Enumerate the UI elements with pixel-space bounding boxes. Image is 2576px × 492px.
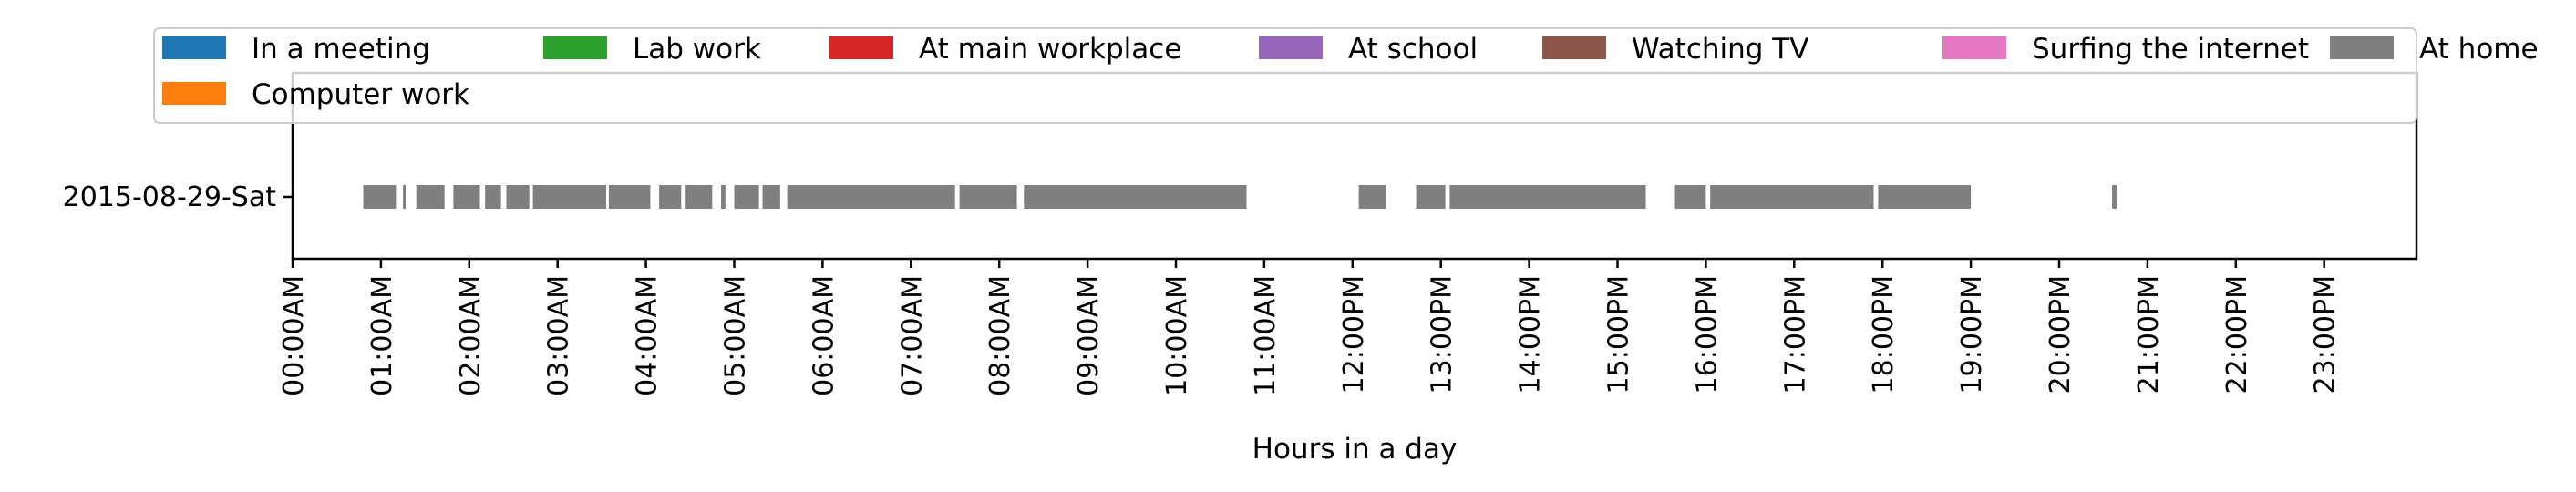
activity-segment	[453, 185, 480, 209]
x-tick-label: 23:00PM	[2310, 275, 2342, 394]
activity-segment	[1449, 185, 1646, 209]
activity-segment	[1878, 185, 1972, 209]
legend-swatch	[1542, 36, 1606, 59]
x-tick-label: 17:00PM	[1779, 275, 1811, 394]
legend-label: Computer work	[252, 78, 469, 111]
legend-swatch	[162, 82, 226, 105]
activity-segment	[403, 185, 406, 209]
legend-label: In a meeting	[252, 33, 430, 66]
legend-label: Lab work	[633, 33, 761, 66]
legend-label: Watching TV	[1632, 33, 1808, 66]
activity-segment	[485, 185, 501, 209]
legend-label: At home	[2419, 33, 2539, 66]
legend-swatch	[1259, 36, 1323, 59]
x-tick-label: 14:00PM	[1515, 275, 1547, 394]
legend-label: Surfing the internet	[2032, 33, 2309, 66]
activity-segment	[685, 185, 713, 209]
activity-segment	[608, 185, 651, 209]
activity-segments	[363, 185, 2117, 209]
x-tick-label: 19:00PM	[1956, 275, 1988, 394]
x-tick-label: 20:00PM	[2045, 275, 2076, 394]
legend-frame	[153, 27, 2417, 124]
activity-segment	[1416, 185, 1446, 209]
activity-segment	[416, 185, 445, 209]
x-tick-label: 03:00AM	[543, 275, 575, 396]
x-tick-label: 15:00PM	[1603, 275, 1635, 394]
activity-segment	[762, 185, 780, 209]
x-tick-label: 21:00PM	[2133, 275, 2165, 394]
activity-segment	[2112, 185, 2117, 209]
y-axis: 2015-08-29-Sat	[63, 181, 293, 213]
x-tick-label: 10:00AM	[1161, 275, 1193, 396]
x-axis: 00:00AM 01:00AM 02:00AM 03:00AM 04:00AM 05:00…	[278, 259, 2342, 396]
x-tick-label: 05:00AM	[720, 275, 752, 396]
x-tick-label: 16:00PM	[1691, 275, 1723, 394]
legend-swatch	[2330, 36, 2394, 59]
x-tick-label: 06:00AM	[808, 275, 840, 396]
activity-segment	[506, 185, 530, 209]
activity-segment	[721, 185, 726, 209]
x-tick-label: 13:00PM	[1427, 275, 1458, 394]
activity-segment	[659, 185, 682, 209]
legend-swatch	[1942, 36, 2006, 59]
x-tick-label: 04:00AM	[632, 275, 664, 396]
legend: In a meeting Lab work At main workplace At …	[153, 27, 2539, 124]
activity-segment	[1710, 185, 1874, 209]
activity-segment	[734, 185, 759, 209]
activity-segment	[363, 185, 397, 209]
legend-items: In a meeting Lab work At main workplace At …	[162, 33, 2539, 111]
x-tick-label: 00:00AM	[278, 275, 310, 396]
activity-segment	[1674, 185, 1706, 209]
plot-area	[291, 71, 2418, 261]
x-tick-label: 07:00AM	[896, 275, 928, 396]
legend-label: At main workplace	[919, 33, 1181, 66]
x-tick-label: 01:00AM	[366, 275, 398, 396]
activity-segment	[1358, 185, 1386, 209]
legend-swatch	[829, 36, 893, 59]
x-tick-label: 11:00AM	[1250, 275, 1282, 396]
legend-swatch	[543, 36, 607, 59]
x-tick-label: 18:00PM	[1868, 275, 1900, 394]
x-tick-label: 09:00AM	[1073, 275, 1105, 396]
x-tick-label: 12:00PM	[1338, 275, 1370, 394]
legend-swatch	[162, 36, 226, 59]
activity-segment	[959, 185, 1017, 209]
x-tick-label: 22:00PM	[2221, 275, 2253, 394]
y-tick-label: 2015-08-29-Sat	[63, 181, 277, 213]
x-tick-label: 08:00AM	[984, 275, 1016, 396]
legend-label: At school	[1348, 33, 1478, 66]
activity-segment	[532, 185, 606, 209]
x-tick-label: 02:00AM	[455, 275, 487, 396]
activity-segment	[1024, 185, 1247, 209]
x-axis-title: Hours in a day	[1252, 433, 1458, 466]
activity-segment	[787, 185, 955, 209]
